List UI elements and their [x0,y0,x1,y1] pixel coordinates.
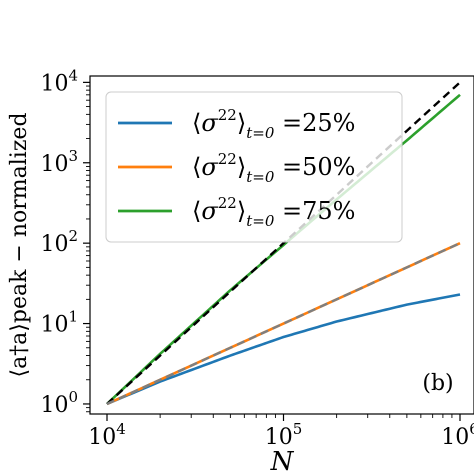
series-line-1 [106,241,461,406]
y-tick-label: 102 [40,227,78,257]
x-axis-label: N [270,447,295,474]
y-tick-label: 103 [40,147,78,177]
x-tick-label: 104 [88,420,126,450]
panel-label: (b) [422,371,453,396]
legend-entry: ⟨σ22⟩t=0 =75% [192,194,355,230]
tick-layer: 104 105 106 100 101 102 103 104 [40,66,474,450]
y-tick-label: 104 [40,66,78,96]
legend-entry: ⟨σ22⟩t=0 =50% [192,150,355,186]
legend-box [105,91,403,243]
x-tick-label: 106 [441,420,474,450]
series-line-0 [106,293,461,406]
legend-entry: ⟨σ22⟩t=0 =25% [192,106,355,142]
y-tick-label: 101 [40,308,78,338]
legend: ⟨σ22⟩t=0 =25% ⟨σ22⟩t=0 =50% ⟨σ22⟩t=0 =75% [105,91,403,243]
plot-frame [89,75,474,415]
y-axis-label: ⟨a†a⟩peak − normalized [7,112,32,377]
y-tick-label: 100 [40,388,78,418]
x-tick-label: 105 [265,420,303,450]
series-line-2 [106,93,461,405]
